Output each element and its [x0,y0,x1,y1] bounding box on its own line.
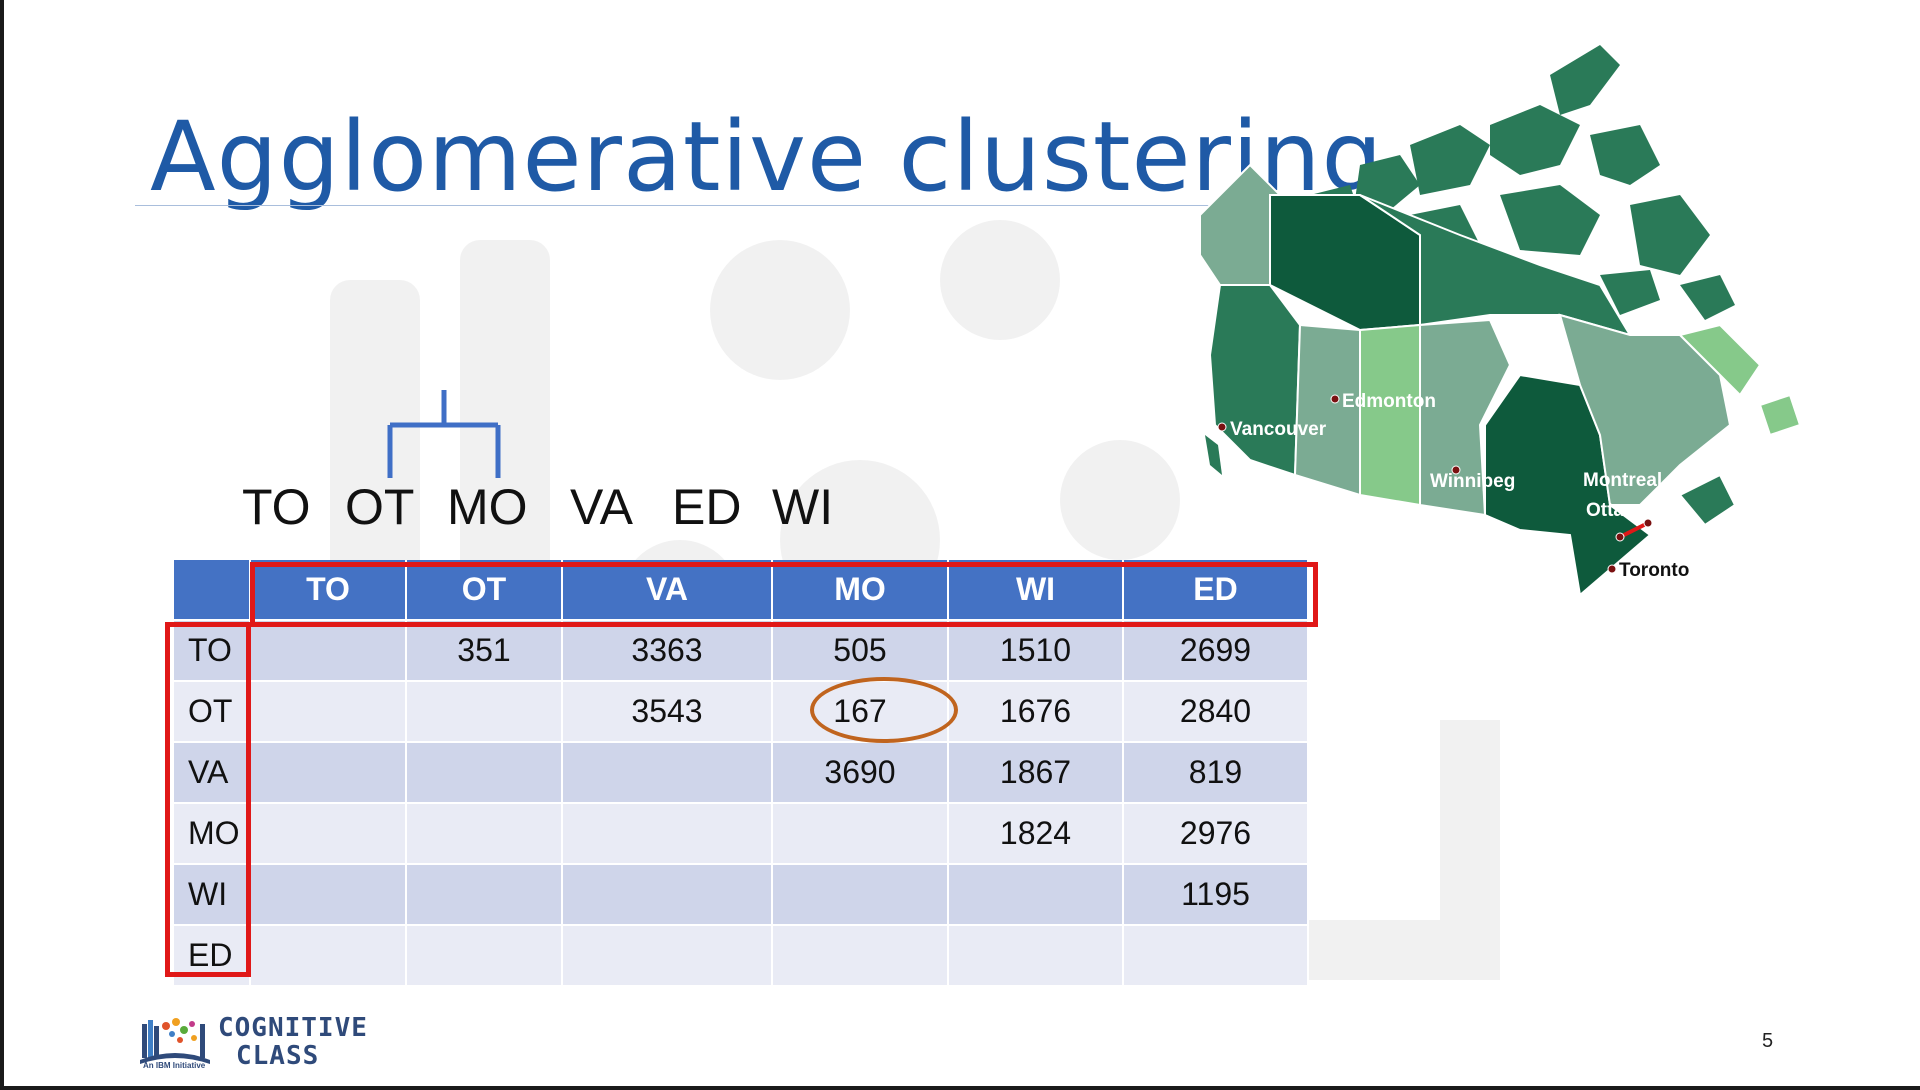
leaf-label: TO [242,479,311,535]
table-cell [250,619,407,681]
table-cell [562,802,773,864]
table-corner-cell [174,560,251,620]
region-ontario [1484,373,1652,597]
region-bc [1208,284,1302,477]
table-cell: 1824 [948,802,1124,864]
table-row: TO 351 3363 505 1510 2699 [174,619,1309,681]
table-cell [250,863,407,925]
table-cell [406,741,563,803]
leaf-label: WI [772,479,834,535]
leaf-label: MO [447,479,528,535]
column-header: TO [250,560,407,620]
table-cell [772,802,949,864]
table-row: MO 1824 2976 [174,802,1309,864]
column-header: WI [948,560,1124,620]
row-header-highlight-box [165,622,251,977]
table-cell: 1867 [948,741,1124,803]
table-cell [772,924,949,985]
table-cell [406,680,563,742]
table-cell: 819 [1123,741,1309,803]
table-cell: 3543 [562,680,773,742]
city-montreal: Montreal [1583,470,1662,528]
region-quebec [1558,313,1732,506]
city-label: Winnipeg [1430,471,1515,492]
table-cell [1123,924,1309,985]
leaf-label: ED [672,479,742,535]
city-label: Toronto [1619,560,1689,581]
dendrogram-leaf-labels: TO OT MO VA ED WI [230,478,880,538]
logo-line-1: COGNITIVE [218,1013,368,1043]
city-label: Edmonton [1342,391,1436,412]
table-cell [250,741,407,803]
city-winnipeg: Winnipeg [1430,465,1515,492]
table-cell [406,802,563,864]
column-header-highlight-box [250,562,1318,627]
bookshelf-icon [140,1018,210,1064]
table-cell [562,863,773,925]
column-header: VA [562,560,773,620]
row-header: MO [174,802,251,864]
table-cell: 2840 [1123,680,1309,742]
table-cell [948,924,1124,985]
city-ottawa: Ottawa [1586,500,1650,542]
row-header: OT [174,680,251,742]
table-cell [772,863,949,925]
table-header-row: TO OT VA MO WI ED [174,560,1309,620]
table-cell [406,863,563,925]
table-cell [250,924,407,985]
table-cell: 1510 [948,619,1124,681]
city-toronto: Toronto [1607,560,1689,581]
city-label: Vancouver [1230,419,1327,440]
bottom-frame-edge [0,1086,1920,1090]
region-saskatchewan [1359,323,1421,507]
table-cell: 3363 [562,619,773,681]
table-cell: 505 [772,619,949,681]
table-cell [250,802,407,864]
column-header: MO [772,560,949,620]
page-number: 5 [1762,1030,1774,1052]
table-row: WI 1195 [174,863,1309,925]
column-header: OT [406,560,563,620]
region-maritimes [1678,473,1737,527]
city-vancouver: Vancouver [1217,419,1327,440]
table-cell [406,924,563,985]
title-underline [135,205,1215,206]
ottawa-montreal-line [1619,521,1649,539]
region-labrador [1678,323,1762,397]
dendrogram-merge-bracket [387,390,501,478]
table-cell [562,924,773,985]
logo-tagline: An IBM Initiative [143,1061,206,1070]
region-newfoundland [1758,393,1802,437]
table-row: VA 3690 1867 819 [174,741,1309,803]
column-header: ED [1123,560,1309,620]
left-frame-edge [0,0,4,1090]
table-cell: 3690 [772,741,949,803]
region-vancouver-island [1205,435,1222,475]
table-cell: 351 [406,619,563,681]
table-cell [948,863,1124,925]
table-cell [250,680,407,742]
city-label: Montreal [1583,470,1662,491]
table-cell: 2976 [1123,802,1309,864]
table-cell [562,741,773,803]
city-edmonton: Edmonton [1330,391,1436,412]
slide-title: Agglomerative clustering [150,101,1384,213]
region-yukon [1199,163,1282,286]
row-header: TO [174,619,251,681]
leaf-label: VA [570,479,633,535]
canada-map: Edmonton Vancouver Winnipeg Montreal Ott… [1199,45,1802,597]
leaf-label: OT [345,479,415,535]
region-manitoba [1419,318,1512,517]
row-header: VA [174,741,251,803]
table-row: OT 3543 167 1676 2840 [174,680,1309,742]
city-label: Ottawa [1586,500,1650,521]
logo-wordmark: COGNITIVE CLASS [218,1014,368,1070]
table-cell: 2699 [1123,619,1309,681]
min-distance-circle [810,677,958,743]
table-row: ED [174,924,1309,985]
logo-line-2: CLASS [236,1041,320,1071]
table-cell: 1676 [948,680,1124,742]
table-cell: 1195 [1123,863,1309,925]
